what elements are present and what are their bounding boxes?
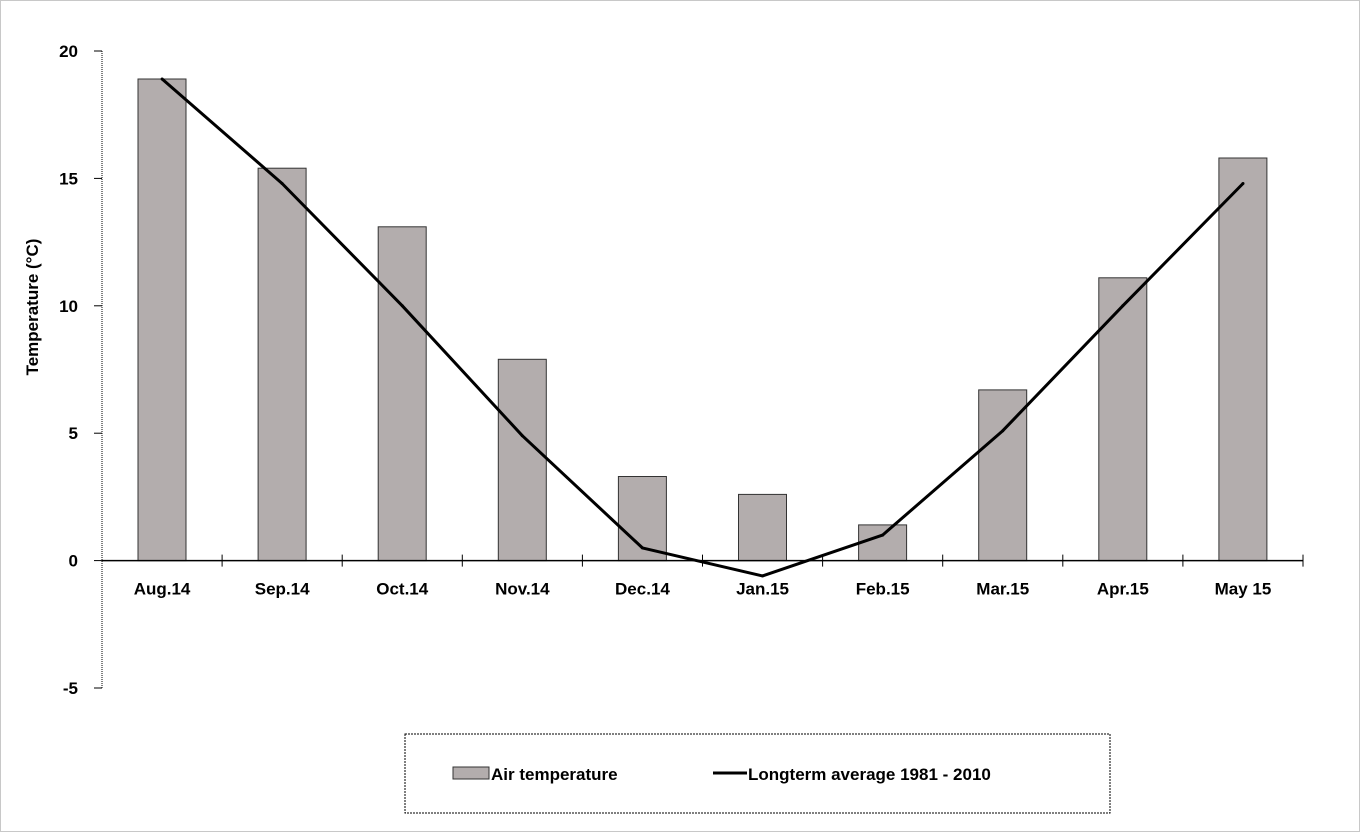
legend-bar-swatch (452, 766, 490, 780)
x-tick-label: Feb.15 (856, 580, 910, 599)
x-tick-label: Oct.14 (376, 580, 429, 599)
line-point-may-15 (1241, 182, 1245, 185)
line-point-aug-14 (160, 77, 164, 81)
line-point-dec-14 (640, 546, 644, 550)
bar-may-15 (1218, 157, 1268, 562)
x-tick-label: Mar.15 (976, 580, 1029, 599)
x-tick-label: Aug.14 (134, 580, 191, 599)
bar-mar-15 (978, 389, 1028, 562)
line-point-jan-15 (761, 574, 764, 578)
y-axis-title: Temperature (°C) (23, 239, 42, 376)
bar-feb-15 (858, 524, 908, 562)
y-tick-label: 0 (69, 552, 78, 571)
line-point-feb-15 (881, 533, 885, 537)
bar-sep-14 (257, 167, 307, 562)
y-tick-label: 10 (59, 297, 78, 316)
x-tick-label: Nov.14 (495, 580, 550, 599)
legend: Air temperature Longterm average 1981 - … (404, 733, 1111, 814)
legend-label-longterm-average: Longterm average 1981 - 2010 (748, 765, 991, 784)
legend-label-air-temperature: Air temperature (491, 765, 618, 784)
y-tick-label: -5 (63, 679, 78, 698)
y-tick-label: 15 (59, 169, 78, 188)
bar-jan-15 (738, 493, 787, 562)
line-point-mar-15 (1001, 429, 1005, 433)
line-point-apr-15 (1121, 304, 1125, 308)
bar-nov-14 (497, 358, 547, 562)
legend-box (404, 733, 1111, 814)
bar-aug-14 (137, 78, 187, 562)
line-point-sep-14 (280, 182, 284, 185)
line-point-nov-14 (520, 434, 524, 438)
longterm-average-line (161, 77, 1245, 578)
x-tick-label: Dec.14 (615, 580, 670, 599)
y-tick-label: 5 (69, 424, 78, 443)
x-tick-label: Jan.15 (736, 580, 789, 599)
x-tick-label: May 15 (1215, 580, 1272, 599)
line-layer (160, 77, 1245, 578)
y-tick-label: 20 (59, 42, 78, 61)
x-tick-label: Sep.14 (255, 580, 310, 599)
labels-layer: 20 15 10 5 0 -5 Aug.14 Sep.14 Oct.14 Nov.14 Dec.14… (59, 42, 1271, 698)
x-tick-label: Apr.15 (1097, 580, 1149, 599)
line-point-oct-14 (400, 304, 404, 308)
bar-oct-14 (377, 226, 427, 562)
bar-apr-15 (1098, 277, 1148, 562)
bars-layer (137, 78, 1268, 562)
